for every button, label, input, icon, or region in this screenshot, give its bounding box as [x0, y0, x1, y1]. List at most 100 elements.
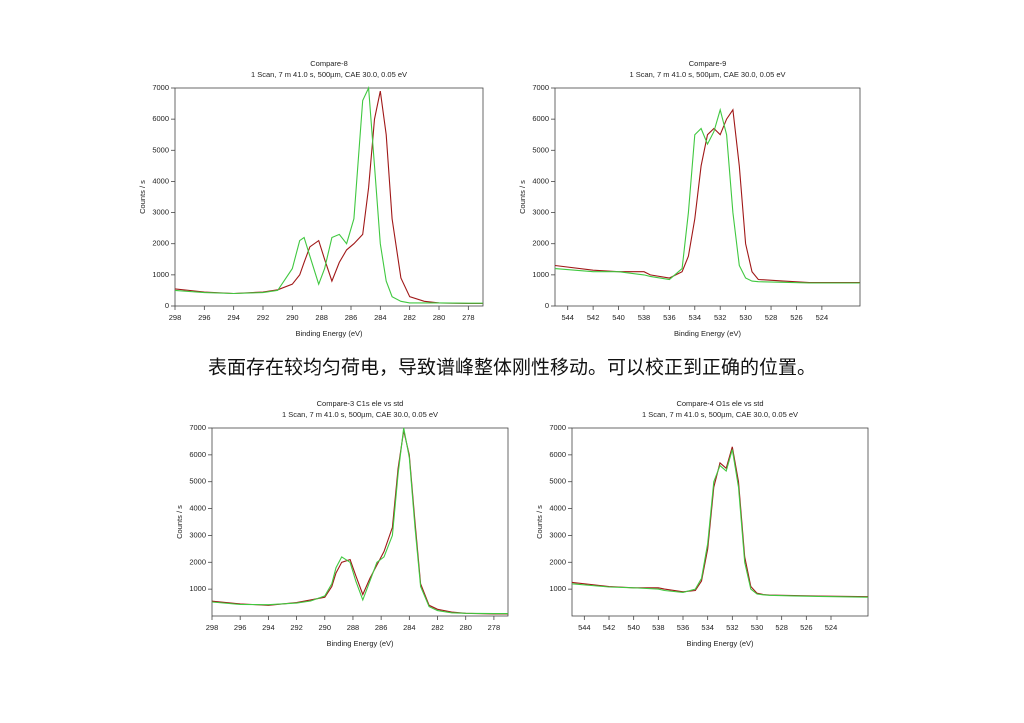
- y-tick-label: 7000: [152, 83, 169, 92]
- x-tick-label: 526: [800, 623, 813, 632]
- x-tick-label: 540: [627, 623, 640, 632]
- x-tick-label: 542: [603, 623, 616, 632]
- spectrum-line: [174, 85, 483, 304]
- spectrum-line: [174, 90, 483, 305]
- x-tick-label: 278: [488, 623, 501, 632]
- chart-subtitle: 1 Scan, 7 m 41.0 s, 500µm, CAE 30.0, 0.0…: [629, 70, 785, 79]
- x-tick-label: 534: [701, 623, 714, 632]
- x-tick-label: 282: [431, 623, 444, 632]
- y-tick-label: 6000: [549, 450, 566, 459]
- x-tick-label: 288: [315, 313, 328, 322]
- x-tick-label: 298: [169, 313, 182, 322]
- x-tick-label: 280: [459, 623, 472, 632]
- spectrum-line: [211, 430, 508, 615]
- x-tick-label: 528: [775, 623, 788, 632]
- spectrum-line: [554, 108, 860, 284]
- y-axis-label: Counts / s: [535, 505, 544, 539]
- x-axis-label: Binding Energy (eV): [326, 639, 394, 648]
- y-tick-label: 4000: [152, 176, 169, 185]
- x-tick-label: 524: [825, 623, 838, 632]
- spectrum-line: [211, 427, 508, 615]
- y-tick-label: 4000: [532, 176, 549, 185]
- chart: Compare-8 1 Scan, 7 m 41.0 s, 500µm, CAE …: [138, 59, 484, 338]
- x-axis-label: Binding Energy (eV): [686, 639, 754, 648]
- y-tick-label: 5000: [152, 145, 169, 154]
- x-tick-label: 528: [765, 313, 778, 322]
- x-tick-label: 532: [714, 313, 727, 322]
- x-tick-label: 544: [561, 313, 574, 322]
- x-tick-label: 296: [234, 623, 247, 632]
- x-tick-label: 290: [319, 623, 332, 632]
- chart-title: Compare-4 O1s ele vs std: [676, 399, 763, 408]
- x-tick-label: 284: [403, 623, 416, 632]
- chart-subtitle: 1 Scan, 7 m 41.0 s, 500µm, CAE 30.0, 0.0…: [642, 410, 798, 419]
- y-tick-label: 6000: [152, 114, 169, 123]
- x-tick-label: 286: [375, 623, 388, 632]
- plot-frame: [174, 87, 484, 307]
- spectrum-line: [554, 107, 860, 284]
- x-tick-label: 540: [612, 313, 625, 322]
- spectrum-line: [571, 449, 869, 598]
- x-tick-label: 296: [198, 313, 211, 322]
- x-tick-label: 530: [751, 623, 764, 632]
- y-tick-label: 7000: [189, 423, 206, 432]
- y-tick-label: 0: [165, 301, 169, 310]
- x-tick-label: 536: [663, 313, 676, 322]
- x-tick-label: 544: [578, 623, 591, 632]
- x-tick-label: 532: [726, 623, 739, 632]
- x-tick-label: 294: [227, 313, 240, 322]
- y-tick-label: 6000: [532, 114, 549, 123]
- y-tick-label: 7000: [549, 423, 566, 432]
- y-tick-label: 6000: [189, 450, 206, 459]
- y-axis-label: Counts / s: [175, 505, 184, 539]
- x-tick-label: 284: [374, 313, 387, 322]
- y-tick-label: 3000: [532, 208, 549, 217]
- y-tick-label: 2000: [189, 557, 206, 566]
- x-tick-label: 278: [462, 313, 475, 322]
- y-tick-label: 1000: [189, 584, 206, 593]
- y-axis-label: Counts / s: [138, 180, 147, 214]
- x-tick-label: 534: [689, 313, 702, 322]
- x-tick-label: 536: [677, 623, 690, 632]
- y-tick-label: 1000: [532, 270, 549, 279]
- chart: Compare-3 C1s ele vs std 1 Scan, 7 m 41.0…: [175, 399, 509, 648]
- y-tick-label: 1000: [549, 584, 566, 593]
- plot-frame: [211, 427, 509, 617]
- x-tick-label: 542: [587, 313, 600, 322]
- y-tick-label: 4000: [189, 504, 206, 513]
- x-tick-label: 298: [206, 623, 219, 632]
- chart: Compare-9 1 Scan, 7 m 41.0 s, 500µm, CAE …: [518, 59, 861, 338]
- x-tick-label: 290: [286, 313, 299, 322]
- x-tick-label: 288: [347, 623, 360, 632]
- y-tick-label: 7000: [532, 83, 549, 92]
- x-tick-label: 292: [290, 623, 303, 632]
- y-tick-label: 3000: [189, 530, 206, 539]
- y-tick-label: 2000: [152, 239, 169, 248]
- x-tick-label: 538: [638, 313, 651, 322]
- y-tick-label: 4000: [549, 504, 566, 513]
- x-tick-label: 530: [739, 313, 752, 322]
- x-tick-label: 538: [652, 623, 665, 632]
- chart-title: Compare-8: [310, 59, 348, 68]
- caption: 表面存在较均匀荷电，导致谱峰整体刚性移动。可以校正到正确的位置。: [208, 357, 816, 379]
- x-tick-label: 280: [433, 313, 446, 322]
- chart: Compare-4 O1s ele vs std 1 Scan, 7 m 41.0…: [535, 399, 869, 648]
- y-tick-label: 0: [545, 301, 549, 310]
- y-tick-label: 1000: [152, 270, 169, 279]
- x-tick-label: 294: [262, 623, 275, 632]
- x-tick-label: 282: [403, 313, 416, 322]
- x-axis-label: Binding Energy (eV): [295, 329, 363, 338]
- y-tick-label: 3000: [549, 530, 566, 539]
- y-tick-label: 5000: [189, 477, 206, 486]
- x-tick-label: 286: [345, 313, 358, 322]
- y-tick-label: 5000: [532, 145, 549, 154]
- y-axis-label: Counts / s: [518, 180, 527, 214]
- x-tick-label: 292: [257, 313, 270, 322]
- chart-title: Compare-3 C1s ele vs std: [317, 399, 404, 408]
- y-tick-label: 2000: [549, 557, 566, 566]
- chart-subtitle: 1 Scan, 7 m 41.0 s, 500µm, CAE 30.0, 0.0…: [282, 410, 438, 419]
- plot-frame: [554, 87, 861, 307]
- x-tick-label: 526: [790, 313, 803, 322]
